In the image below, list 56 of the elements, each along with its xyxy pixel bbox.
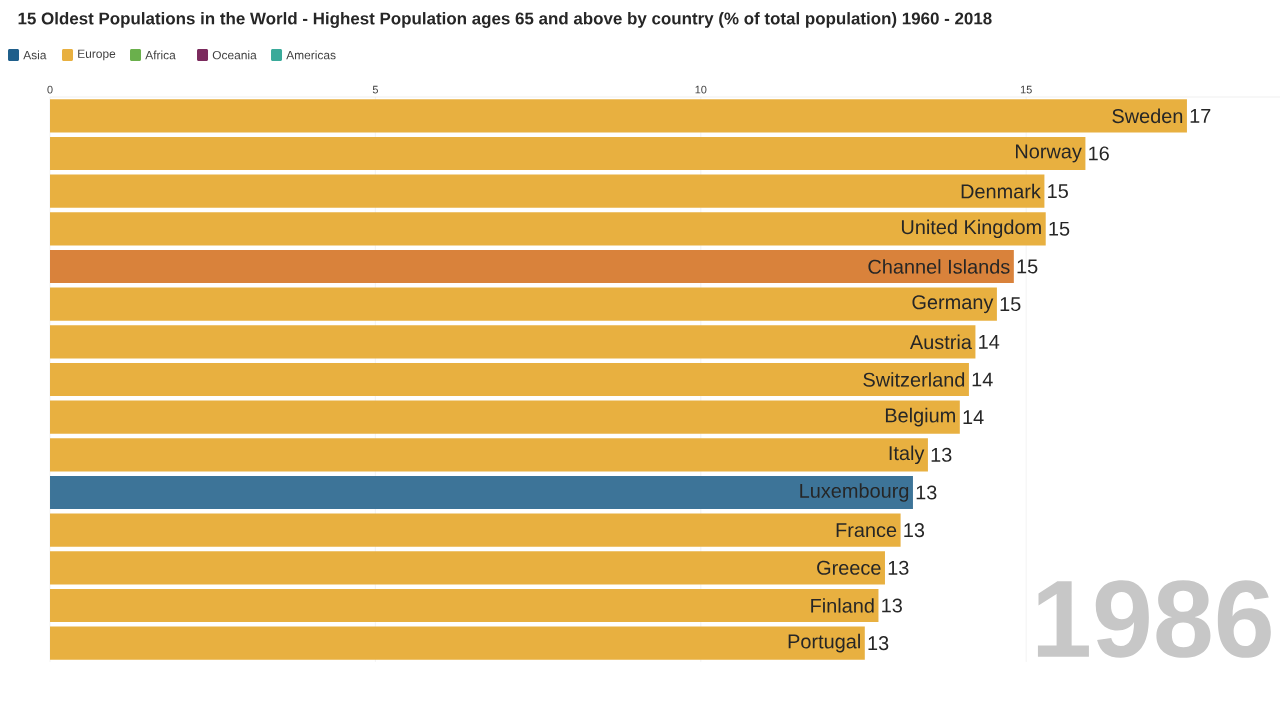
y-tick-label: Austria	[909, 334, 972, 350]
bar	[50, 513, 901, 547]
bar	[50, 626, 865, 660]
data-label: 13	[868, 636, 889, 651]
bar	[50, 551, 885, 585]
legend-label: Africa	[145, 50, 176, 60]
bar	[50, 400, 960, 434]
data-label: 14	[972, 372, 993, 387]
bar	[50, 287, 997, 321]
data-label: 13	[916, 485, 937, 500]
bar	[50, 249, 1014, 284]
chart-title: 15 Oldest Populations in the World - Highest Population ages 65 and above by country (% of total population) 1960 - 2018	[18, 12, 992, 28]
y-tick-label: United Kingdom	[901, 219, 1041, 239]
bar	[50, 325, 976, 359]
x-tick-label: 0	[47, 85, 53, 94]
data-label: 15	[1000, 297, 1021, 312]
data-label: 14	[979, 334, 1000, 349]
data-label: 13	[882, 598, 902, 613]
y-tick-label: Portugal	[788, 633, 860, 653]
data-label: 15	[1017, 259, 1038, 274]
data-label: 17	[1190, 108, 1211, 123]
y-tick-label: Switzerland	[863, 372, 965, 387]
bar	[50, 99, 1187, 133]
x-tick-label: 5	[372, 85, 378, 94]
data-label: 15	[1049, 221, 1070, 236]
legend-label: Americas	[286, 50, 336, 60]
y-tick-label: Italy	[889, 445, 925, 465]
y-tick-label: Channel Islands	[868, 259, 1010, 274]
data-label: 13	[888, 560, 909, 575]
bar	[50, 438, 928, 472]
data-label: 16	[1089, 146, 1109, 161]
data-label: 13	[904, 523, 925, 538]
annotation: 1986	[1037, 580, 1271, 658]
bar	[50, 362, 969, 397]
bar	[50, 588, 879, 623]
y-tick-label: Finland	[811, 598, 874, 613]
y-tick-label: France	[836, 523, 897, 538]
bar	[50, 174, 1045, 208]
x-tick-label: 15	[1020, 85, 1032, 94]
data-label: 13	[931, 447, 952, 462]
legend-label: Europe	[78, 49, 116, 61]
y-tick-label: Greece	[817, 560, 881, 575]
bar	[50, 212, 1046, 246]
bar	[50, 136, 1086, 171]
legend-label: Asia	[23, 50, 47, 60]
y-tick-label: Germany	[912, 295, 994, 314]
legend-label: Oceania	[212, 50, 257, 60]
y-tick-label: Belgium	[885, 407, 955, 427]
y-tick-label: Luxembourg	[800, 483, 909, 502]
data-label: 15	[1048, 184, 1068, 199]
bar	[50, 475, 913, 510]
y-tick-label: Norway	[1016, 144, 1082, 163]
x-tick-label: 10	[695, 85, 707, 94]
y-tick-label: Sweden	[1112, 108, 1183, 124]
y-tick-label: Denmark	[961, 183, 1041, 199]
data-label: 14	[963, 410, 984, 425]
